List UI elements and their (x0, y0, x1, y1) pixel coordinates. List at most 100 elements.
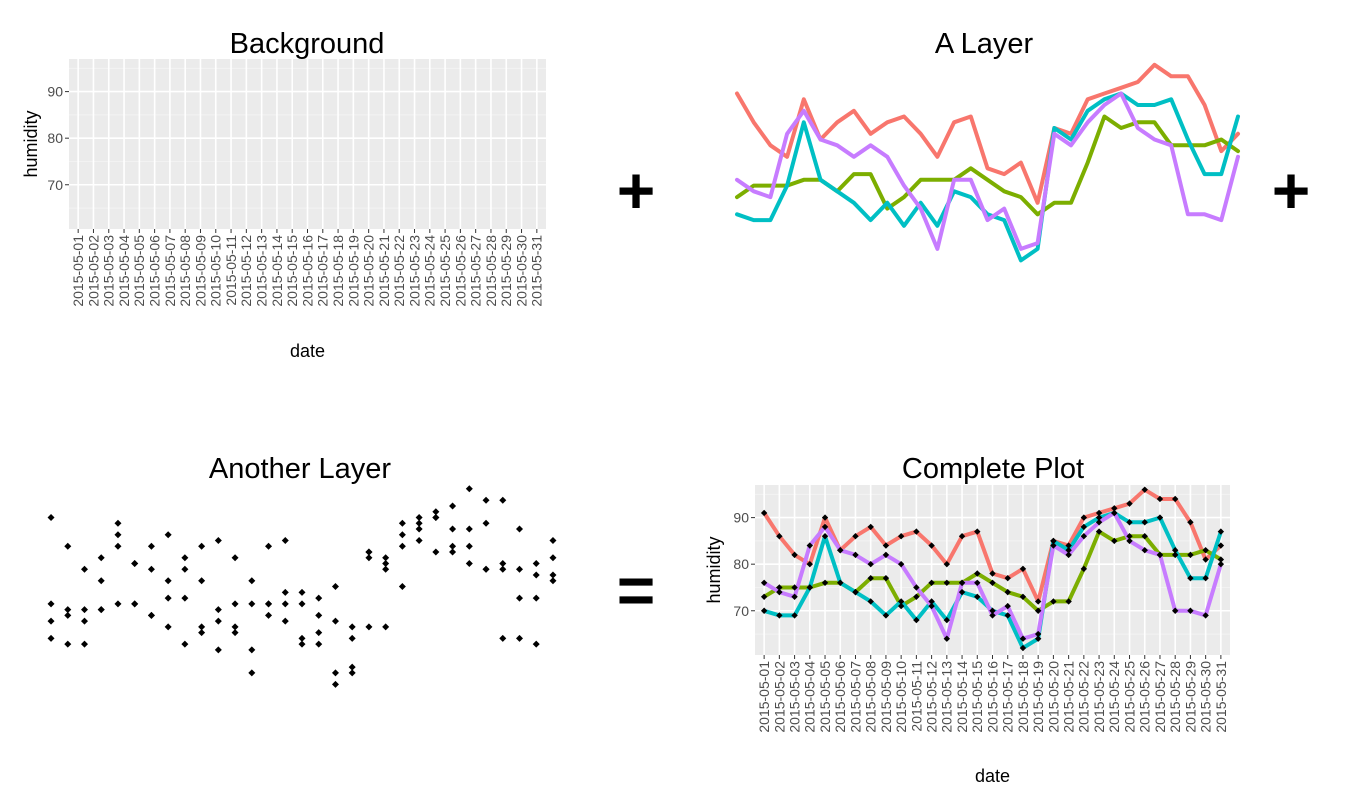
points-data-point (114, 519, 122, 527)
complete-data-point (943, 635, 951, 642)
points-data-point (449, 542, 457, 550)
complete-data-point (776, 533, 783, 540)
complete-data-point (1217, 542, 1225, 549)
points-data-point (164, 577, 172, 585)
points-data-point (499, 496, 507, 504)
points-data-point (181, 565, 189, 573)
complete-data-point (1141, 519, 1148, 526)
complete-title: Complete Plot (902, 453, 1084, 485)
points-data-point (64, 542, 72, 550)
complete-data-point (1171, 547, 1179, 554)
complete-data-point (882, 574, 890, 582)
points-data-point (47, 634, 55, 642)
complete-data-point (897, 602, 905, 610)
complete-data-point (958, 533, 966, 540)
complete-y-tick-label: 80 (733, 556, 749, 572)
background-x-tick-label: 2015-05-24 (422, 235, 438, 307)
background-x-tick-label: 2015-05-17 (315, 235, 331, 307)
complete-x-tick-label: 2015-05-20 (1045, 661, 1061, 733)
points-data-point (248, 669, 256, 677)
points-data-point (549, 554, 557, 562)
complete-data-point (760, 593, 768, 600)
complete-y-axis-title: humidity (704, 536, 724, 603)
layer-series-line-3 (735, 91, 1240, 263)
complete-data-point (1065, 598, 1072, 605)
complete-x-tick-label: 2015-05-07 (847, 661, 863, 733)
points-data-point (348, 634, 356, 642)
complete-data-point (867, 560, 874, 568)
complete-data-point (913, 584, 920, 591)
complete-data-point (1171, 551, 1179, 559)
complete-x-tick-label: 2015-05-08 (863, 661, 879, 733)
points-data-point (482, 519, 490, 527)
complete-data-point (776, 612, 783, 619)
points-data-point (47, 514, 55, 522)
complete-data-point (943, 616, 951, 624)
complete-data-point (1202, 574, 1209, 582)
complete-x-tick-label: 2015-05-18 (1015, 661, 1031, 733)
points-data-point (415, 525, 423, 533)
points-data-point (231, 600, 239, 608)
points-data-point (164, 623, 172, 631)
complete-data-point (1004, 574, 1011, 582)
plus-operator-2: + (1272, 153, 1311, 227)
points-data-point (97, 554, 105, 562)
complete-x-tick-label: 2015-05-03 (786, 661, 802, 733)
complete-data-point (882, 551, 890, 559)
complete-data-point (943, 579, 951, 587)
complete-data-point (1111, 537, 1118, 545)
points-data-point (64, 640, 72, 648)
points-data-point (499, 634, 507, 642)
complete-x-tick-label: 2015-05-28 (1167, 661, 1183, 733)
complete-data-point (958, 579, 966, 587)
complete-data-point (1141, 486, 1148, 493)
points-data-point (482, 496, 490, 504)
points-data-point (532, 640, 540, 648)
background-x-tick-label: 2015-05-15 (284, 235, 300, 307)
complete-data-point (1171, 607, 1179, 614)
complete-data-point (1019, 644, 1027, 652)
points-data-point (315, 611, 323, 619)
complete-data-point (1202, 547, 1209, 554)
points-data-point (248, 600, 256, 608)
complete-data-point (791, 551, 798, 559)
layer-panel: A Layer (735, 28, 1240, 263)
points-data-point (365, 623, 373, 631)
points-data-point (214, 606, 222, 614)
complete-data-point (821, 579, 829, 587)
points-data-point (198, 629, 206, 637)
complete-data-point (1080, 523, 1088, 531)
points-data-point (482, 565, 490, 573)
complete-data-point (1019, 635, 1027, 642)
points-data-point (147, 542, 155, 550)
background-x-tick-label: 2015-05-19 (345, 235, 361, 307)
complete-data-point (958, 588, 966, 596)
complete-x-tick-label: 2015-05-22 (1076, 661, 1092, 733)
points-data-point (315, 629, 323, 637)
points-data-point (131, 600, 139, 608)
points-data-point (147, 565, 155, 573)
complete-y-tick-label: 70 (733, 603, 749, 619)
points-data-point (281, 617, 289, 625)
complete-data-point (1217, 556, 1225, 563)
complete-data-point (867, 598, 874, 605)
complete-data-point (867, 574, 874, 582)
points-data-point (382, 623, 390, 631)
points-data-point (181, 640, 189, 648)
points-data-point (298, 600, 306, 608)
complete-data-point (791, 584, 798, 591)
complete-x-tick-label: 2015-05-05 (817, 661, 833, 733)
points-data-point (532, 560, 540, 568)
background-x-tick-label: 2015-05-08 (177, 235, 193, 307)
points-data-point (298, 634, 306, 642)
complete-x-tick-label: 2015-05-06 (832, 661, 848, 733)
points-data-point (114, 542, 122, 550)
complete-data-point (837, 547, 844, 554)
complete-data-point (974, 593, 981, 600)
points-data-point (465, 542, 473, 550)
complete-x-tick-label: 2015-05-17 (1000, 661, 1016, 733)
points-data-point (97, 577, 105, 585)
complete-data-point (897, 560, 905, 568)
complete-data-point (1111, 509, 1118, 517)
